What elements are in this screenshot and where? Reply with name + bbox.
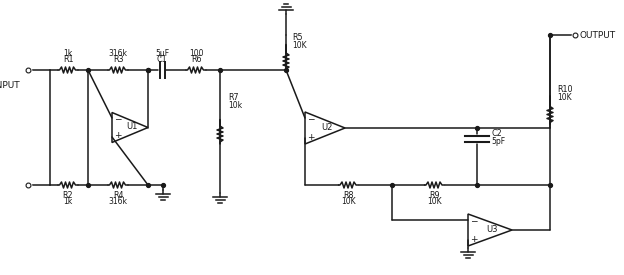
Text: 316k: 316k xyxy=(109,197,127,207)
Text: U2: U2 xyxy=(321,122,333,131)
Text: −: − xyxy=(307,114,314,123)
Text: INPUT: INPUT xyxy=(0,81,20,89)
Text: R2: R2 xyxy=(62,191,73,199)
Text: C2: C2 xyxy=(491,130,502,139)
Text: R3: R3 xyxy=(113,56,124,65)
Text: C1: C1 xyxy=(157,56,167,65)
Text: 10K: 10K xyxy=(341,197,356,207)
Text: 5pF: 5pF xyxy=(491,138,505,147)
Text: 316k: 316k xyxy=(109,48,127,57)
Text: R7: R7 xyxy=(228,94,238,103)
Text: 100: 100 xyxy=(188,48,203,57)
Text: R6: R6 xyxy=(191,56,202,65)
Text: 1k: 1k xyxy=(64,48,72,57)
Text: 10K: 10K xyxy=(427,197,442,207)
Text: −: − xyxy=(470,216,478,226)
Text: U1: U1 xyxy=(126,122,138,131)
Text: R4: R4 xyxy=(113,191,124,199)
Text: R8: R8 xyxy=(343,191,354,199)
Text: 1k: 1k xyxy=(64,197,72,207)
Text: 10k: 10k xyxy=(228,101,242,111)
Text: +: + xyxy=(307,133,314,142)
Text: +: + xyxy=(470,235,478,243)
Text: R9: R9 xyxy=(429,191,440,199)
Text: 10K: 10K xyxy=(292,42,306,51)
Text: R10: R10 xyxy=(557,86,572,95)
Text: OUTPUT: OUTPUT xyxy=(580,31,616,40)
Text: +: + xyxy=(114,131,122,141)
Text: U3: U3 xyxy=(486,224,498,233)
Text: 5μF: 5μF xyxy=(155,48,169,57)
Text: 10K: 10K xyxy=(557,94,572,103)
Text: R5: R5 xyxy=(292,34,303,43)
Text: −: − xyxy=(114,114,122,123)
Text: R1: R1 xyxy=(63,56,73,65)
